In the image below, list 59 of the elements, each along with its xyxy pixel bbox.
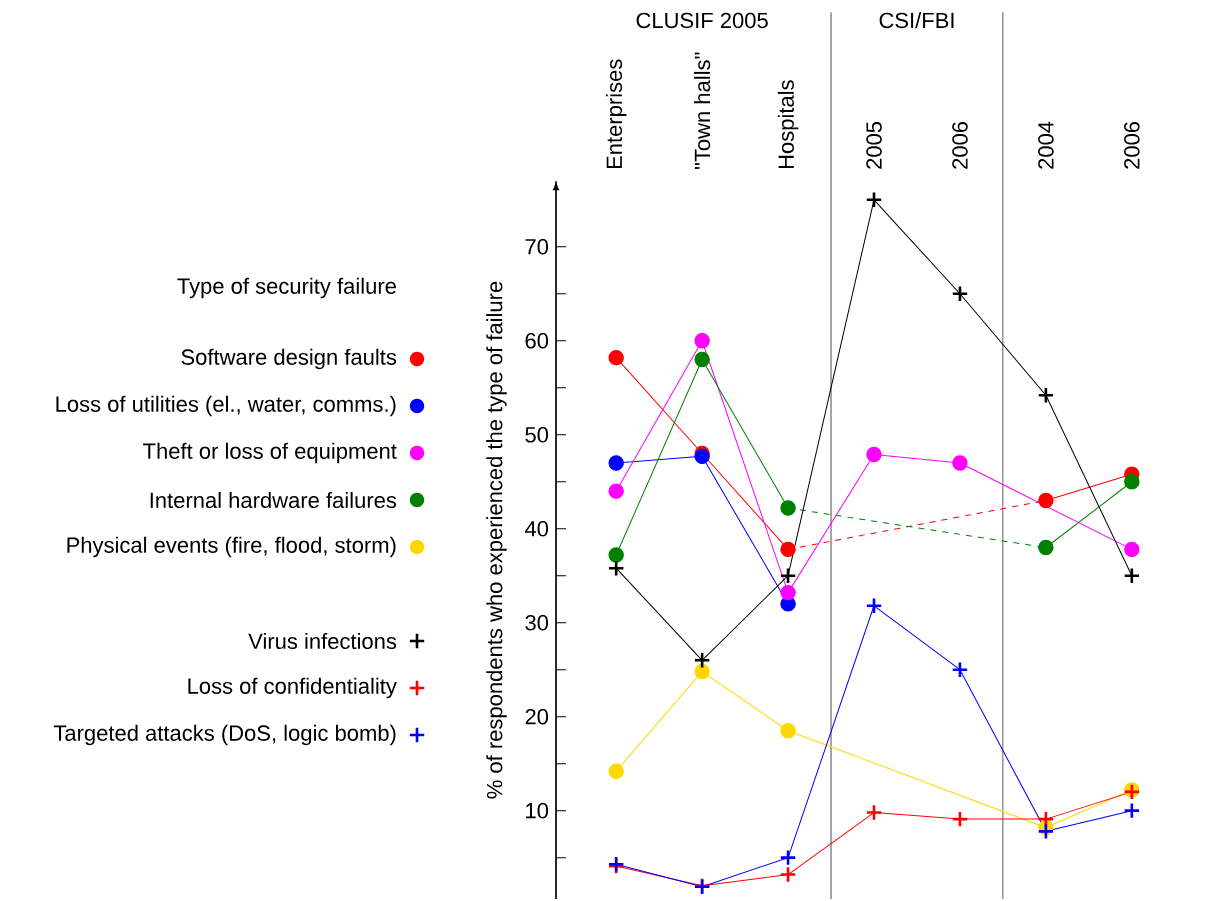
point <box>779 849 797 867</box>
point <box>693 651 711 669</box>
x-tick-label: 2006 <box>952 121 968 169</box>
legend-label: Theft or loss of equipment <box>143 442 397 464</box>
y-tick-label: 40 <box>524 520 549 537</box>
legend-label: Physical events (fire, flood, storm) <box>67 536 396 558</box>
y-tick-label: 30 <box>525 614 549 631</box>
legend-label: Internal hardware failures <box>150 491 397 509</box>
point <box>780 500 796 516</box>
point <box>1124 541 1140 558</box>
point <box>951 810 969 828</box>
point <box>951 285 969 303</box>
legend-title: Type of security failure <box>177 277 396 299</box>
point <box>866 446 882 463</box>
y-tick-label: 20 <box>525 708 549 725</box>
legend-label: Loss of utilities (el., water, comms.) <box>56 395 396 417</box>
legend-label: Software design faults <box>181 348 397 370</box>
point <box>1037 822 1055 840</box>
text: CLUSIF 2005 <box>636 12 768 29</box>
point <box>779 866 797 884</box>
point <box>1037 386 1055 404</box>
point <box>694 663 710 680</box>
point <box>1124 474 1140 490</box>
point <box>694 351 710 368</box>
x-tick-label: Hospitals <box>777 80 799 169</box>
point <box>608 483 624 499</box>
point <box>952 455 968 471</box>
y-tick-label: 10 <box>526 802 549 819</box>
x-tick-label: 2006 <box>1124 121 1140 169</box>
point <box>608 547 624 563</box>
point <box>694 333 710 349</box>
point <box>780 541 796 558</box>
point <box>865 597 883 615</box>
x-tick-label: 2005 <box>866 121 882 169</box>
point <box>608 349 624 366</box>
x-tick-label: "Town halls" <box>694 52 711 169</box>
y-tick-label: 60 <box>525 333 549 349</box>
text: CSI/FBI <box>879 12 954 29</box>
point <box>779 567 797 585</box>
legend-label: Loss of confidentiality <box>188 677 397 699</box>
y-axis-title: % of respondents who experienced the type of failure <box>486 281 507 799</box>
point <box>608 763 624 779</box>
point <box>608 455 624 471</box>
y-tick-label: 50 <box>525 426 549 443</box>
y-tick-label: 70 <box>525 239 549 255</box>
legend-label: Targeted attacks (DoS, logic bomb) <box>53 724 396 746</box>
point <box>780 723 796 739</box>
legend-label: Virus infections <box>248 632 397 650</box>
x-tick-label: 2004 <box>1038 121 1054 169</box>
point <box>865 804 883 822</box>
x-tick-label: Enterprises <box>605 59 627 169</box>
point <box>607 559 625 577</box>
point <box>1123 567 1141 585</box>
point <box>1123 802 1141 820</box>
point <box>951 661 969 679</box>
point <box>1038 492 1054 509</box>
point <box>1038 539 1054 556</box>
point <box>865 191 883 209</box>
point <box>780 584 796 601</box>
